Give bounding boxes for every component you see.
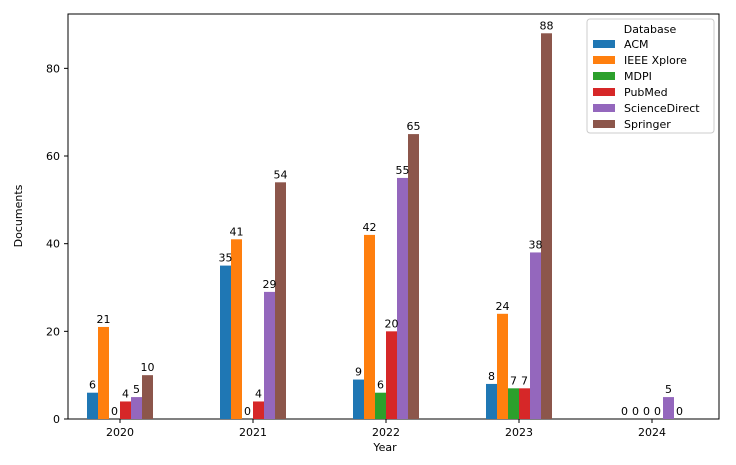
data-label: 7 [510, 374, 517, 387]
y-tick-label: 60 [46, 150, 60, 163]
legend-label: ScienceDirect [624, 102, 700, 115]
bar-ieee-xplore-2021 [231, 239, 242, 419]
data-label: 0 [621, 405, 628, 418]
data-label: 0 [643, 405, 650, 418]
legend-label: Springer [624, 118, 671, 131]
data-label: 5 [665, 383, 672, 396]
data-label: 0 [632, 405, 639, 418]
bar-acm-2022 [353, 379, 364, 419]
legend-label: MDPI [624, 70, 652, 83]
legend-swatch-mdpi [593, 72, 615, 80]
data-label: 65 [407, 120, 421, 133]
legend-title: Database [624, 23, 677, 36]
y-tick-label: 80 [46, 62, 60, 75]
bars-layer [87, 33, 674, 420]
legend-box [586, 18, 715, 134]
bar-springer-2020 [142, 375, 153, 419]
data-label: 42 [363, 221, 377, 234]
x-tick-label: 2021 [239, 426, 267, 439]
data-label: 0 [244, 405, 251, 418]
data-label: 55 [396, 164, 410, 177]
data-label: 0 [676, 405, 683, 418]
x-axis: 2020 2021 2022 2023 2024 [106, 419, 666, 439]
data-label: 38 [529, 238, 543, 251]
legend-label: ACM [624, 38, 649, 51]
y-tick-label: 20 [46, 325, 60, 338]
data-label: 21 [97, 313, 111, 326]
data-label: 41 [230, 225, 244, 238]
bar-sciencedirect-2022 [397, 177, 408, 419]
bar-pubmed-2023 [519, 388, 530, 419]
bar-ieee-xplore-2023 [497, 313, 508, 419]
x-tick-label: 2024 [638, 426, 666, 439]
data-label: 29 [263, 278, 277, 291]
legend-swatch-ieee-xplore [593, 56, 615, 64]
data-label: 7 [521, 374, 528, 387]
data-label: 88 [540, 19, 554, 32]
bar-mdpi-2022 [375, 392, 386, 419]
bar-pubmed-2020 [120, 401, 131, 419]
data-label: 5 [133, 383, 140, 396]
data-label: 6 [377, 379, 384, 392]
legend-label: PubMed [624, 86, 668, 99]
data-label: 10 [141, 361, 155, 374]
data-label: 4 [255, 387, 262, 400]
bar-acm-2021 [220, 265, 231, 419]
y-axis: 0 20 40 60 80 [46, 62, 68, 426]
legend-label: IEEE Xplore [624, 54, 687, 67]
x-axis-label: Year [372, 441, 397, 454]
data-label: 8 [488, 370, 495, 383]
bar-springer-2023 [541, 33, 552, 420]
y-axis-label: Documents [12, 184, 25, 247]
x-tick-label: 2020 [106, 426, 134, 439]
bar-springer-2022 [408, 134, 419, 419]
bar-mdpi-2023 [508, 388, 519, 419]
bar-ieee-xplore-2020 [98, 326, 109, 419]
data-label: 9 [355, 366, 362, 379]
legend: Database ACM IEEE Xplore MDPI PubMed Science… [586, 18, 715, 134]
x-tick-label: 2023 [505, 426, 533, 439]
bar-acm-2020 [87, 392, 98, 419]
data-label: 35 [219, 252, 233, 265]
bar-sciencedirect-2021 [264, 291, 275, 419]
bar-acm-2023 [486, 383, 497, 419]
bar-sciencedirect-2024 [663, 397, 674, 419]
legend-swatch-springer [593, 120, 615, 128]
bar-sciencedirect-2020 [131, 397, 142, 419]
data-label: 24 [496, 300, 510, 313]
legend-swatch-sciencedirect [593, 104, 615, 112]
data-label: 54 [274, 168, 288, 181]
data-label: 20 [385, 317, 399, 330]
bar-pubmed-2021 [253, 401, 264, 419]
legend-items: ACM IEEE Xplore MDPI PubMed ScienceDirect Spr… [593, 38, 700, 131]
data-label: 0 [654, 405, 661, 418]
bar-springer-2021 [275, 182, 286, 419]
y-tick-label: 40 [46, 238, 60, 251]
data-label: 0 [111, 405, 118, 418]
legend-swatch-pubmed [593, 88, 615, 96]
data-label: 4 [122, 387, 129, 400]
data-label: 6 [89, 379, 96, 392]
x-tick-label: 2022 [372, 426, 400, 439]
bar-pubmed-2022 [386, 331, 397, 419]
bar-ieee-xplore-2022 [364, 234, 375, 419]
y-tick-label: 0 [53, 413, 60, 426]
legend-swatch-acm [593, 40, 615, 48]
bar-sciencedirect-2023 [530, 252, 541, 419]
